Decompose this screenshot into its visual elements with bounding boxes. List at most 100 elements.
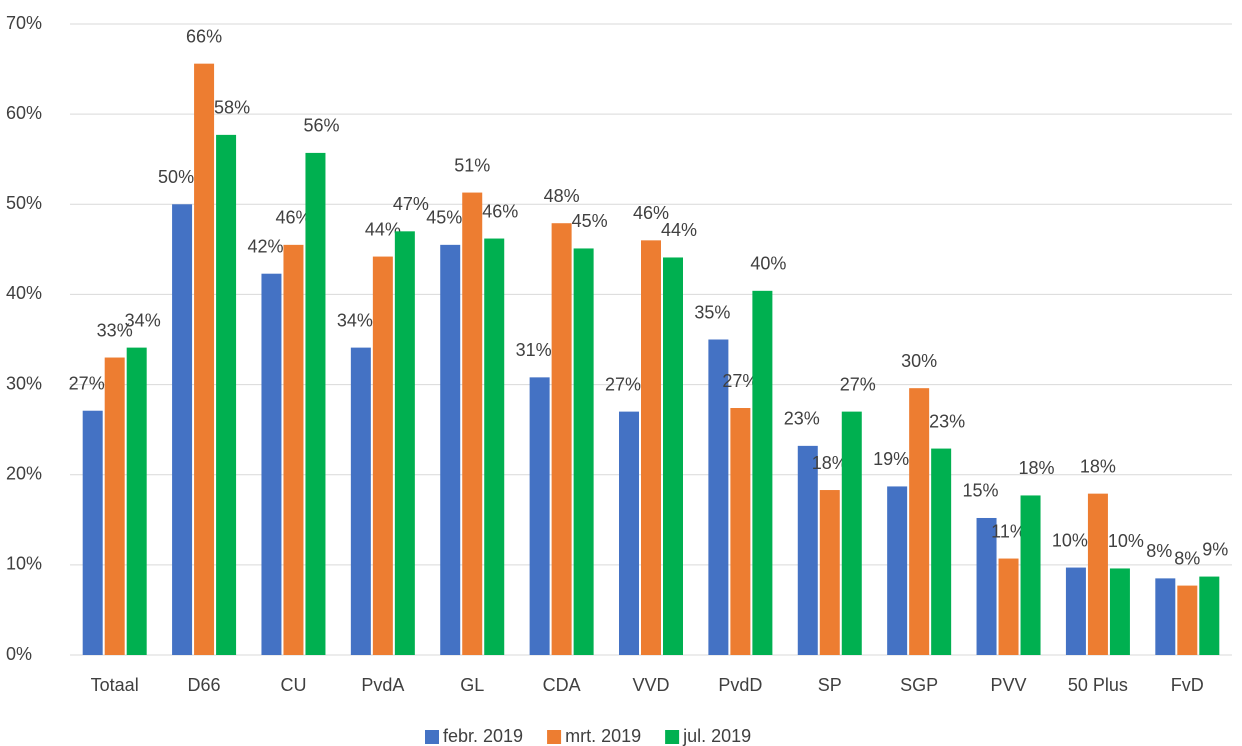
x-tick-label: PvdA [361,675,404,695]
y-tick-label: 30% [6,373,42,393]
data-label: 40% [750,254,786,274]
data-label: 30% [901,351,937,371]
x-tick-label: D66 [188,675,221,695]
data-label: 10% [1108,531,1144,551]
bar [998,558,1019,655]
data-label: 18% [812,453,848,473]
legend-label: mrt. 2019 [565,726,641,746]
bar [126,347,147,655]
x-tick-label: SGP [900,675,938,695]
bar [394,231,415,656]
data-label: 31% [516,340,552,360]
data-label: 27% [840,374,876,394]
bar [82,410,103,655]
x-tick-label: CDA [543,675,581,695]
bar [350,347,371,655]
bar [931,448,952,655]
y-tick-label: 60% [6,103,42,123]
data-label: 27% [722,371,758,391]
bar [1065,567,1086,655]
data-label: 11% [991,521,1026,541]
data-label: 66% [186,26,222,46]
data-label: 44% [661,220,697,240]
x-tick-label: SP [818,675,842,695]
data-label: 23% [784,409,820,429]
x-tick-label: VVD [632,675,669,695]
legend-swatch [547,730,562,744]
legend-label: jul. 2019 [682,726,751,746]
data-label: 34% [125,310,161,330]
y-tick-label: 40% [6,283,42,303]
bar [551,223,572,656]
data-label: 58% [214,98,250,118]
data-label: 27% [605,374,641,394]
y-tick-label: 70% [6,13,42,33]
data-label: 8% [1174,548,1200,568]
bar [887,486,908,655]
bar [663,257,683,655]
x-tick-label: GL [460,675,484,695]
bar [1155,578,1176,655]
legend-swatch [425,730,439,744]
bar [194,63,215,656]
bar [529,377,550,655]
data-label: 46% [482,201,518,221]
bar [730,408,751,655]
bar [172,204,193,656]
x-tick-label: PVV [991,675,1027,695]
bar [305,152,326,655]
bar [909,388,930,655]
data-label: 45% [426,208,462,228]
data-label: 19% [873,449,909,469]
data-label: 42% [247,236,283,256]
data-label: 34% [337,310,373,330]
bar [283,244,304,655]
x-tick-label: Totaal [91,675,139,695]
bar [573,248,594,655]
data-label: 35% [694,302,730,322]
data-label: 46% [275,208,311,228]
data-label: 48% [544,186,580,206]
x-tick-label: 50 Plus [1068,675,1128,695]
bar [1109,568,1130,655]
data-label: 27% [69,373,105,393]
data-label: 46% [633,203,669,223]
bar [462,192,483,655]
data-label: 15% [963,481,999,501]
data-label: 18% [1019,458,1055,478]
legend-swatch [665,730,680,744]
data-label: 45% [572,211,608,231]
x-tick-label: PvdD [718,675,762,695]
bar [261,273,282,655]
data-label: 9% [1202,539,1228,559]
data-label: 10% [1052,530,1088,550]
bar [841,411,862,655]
bar [216,134,237,655]
bar [1020,495,1041,655]
legend-label: febr. 2019 [443,726,523,746]
data-label: 18% [1080,456,1116,476]
data-label: 23% [929,411,965,431]
bar [372,256,393,655]
bar [1087,493,1108,655]
bar [708,339,729,655]
bar [619,411,639,655]
bar [752,290,773,655]
bar [104,357,125,655]
y-tick-label: 20% [6,463,42,483]
bar [641,240,661,656]
bar [484,238,505,656]
bar [1177,585,1198,655]
bar [440,244,461,655]
y-tick-label: 0% [6,644,32,664]
x-tick-label: CU [280,675,306,695]
data-label: 56% [303,116,339,136]
data-label: 8% [1146,541,1172,561]
bar [1199,576,1220,655]
data-label: 47% [393,194,429,214]
data-label: 33% [97,320,133,340]
data-label: 50% [158,167,194,187]
data-label: 51% [454,155,490,175]
bar [819,490,840,655]
